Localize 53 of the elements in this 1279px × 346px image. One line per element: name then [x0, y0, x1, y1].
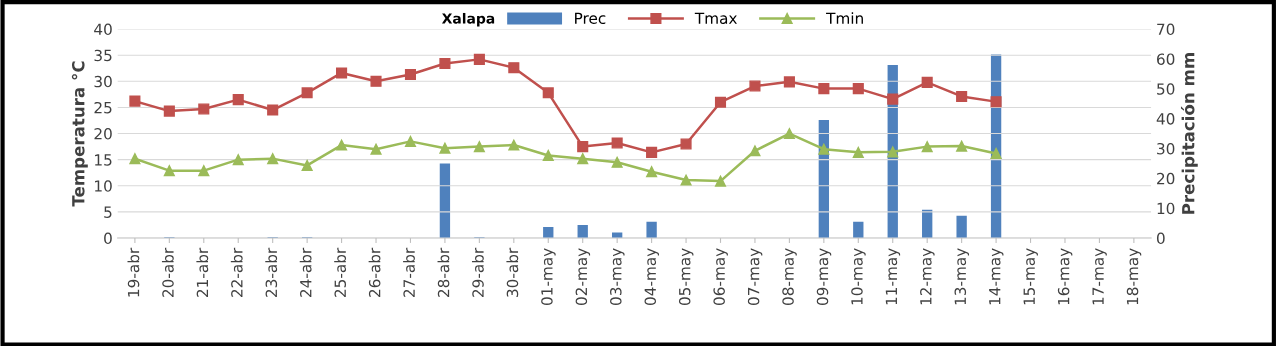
x-tick-label: 20-abr — [161, 247, 174, 297]
x-tick-label: 03-may — [610, 248, 625, 305]
x-tick-label: 28-abr — [437, 247, 450, 297]
y-tick-label: 0 — [104, 232, 112, 245]
x-tick-label: 13-may — [954, 248, 970, 305]
x-tick-label: 08-may — [782, 248, 797, 305]
legend-label: Prec — [575, 12, 606, 25]
y2-axis-title: Precipitación mm — [1180, 53, 1198, 214]
x-tick-label: 12-may — [920, 248, 935, 305]
x-tick-label: 11-may — [885, 248, 901, 305]
x-tick-label: 15-may — [1023, 248, 1038, 305]
x-tick-label: 09-may — [816, 248, 832, 305]
y-axis-title: Temperatura °C — [71, 61, 88, 207]
y2-tick-label: 30 — [1157, 142, 1175, 155]
x-tick-label: 01-may — [541, 248, 556, 305]
x-tick-label: 07-may — [747, 248, 763, 305]
y2-tick-label: 60 — [1157, 53, 1175, 65]
x-tick-label: 24-abr — [299, 247, 312, 297]
y-tick-label: 20 — [94, 128, 112, 140]
y2-tick-label: 70 — [1157, 23, 1175, 36]
x-tick-label: 30-abr — [506, 247, 519, 297]
x-tick-label: 14-may — [989, 248, 1004, 305]
x-tick-label: 22-abr — [230, 247, 243, 297]
legend-label: Tmin — [826, 12, 863, 24]
x-tick-label: 18-may — [1126, 248, 1142, 305]
x-tick-label: 02-may — [575, 248, 591, 305]
y-tick-label: 5 — [104, 206, 112, 218]
x-tick-label: 10-may — [851, 248, 866, 305]
y-tick-label: 15 — [95, 154, 112, 166]
x-tick-label: 29-abr — [471, 247, 484, 297]
y-tick-label: 30 — [94, 75, 112, 88]
y2-tick-label: 40 — [1156, 113, 1175, 125]
x-tick-label: 25-abr — [334, 247, 347, 297]
y-tick-label: 35 — [94, 49, 112, 62]
x-tick-label: 21-abr — [196, 247, 209, 297]
x-tick-label: 19-abr — [127, 247, 140, 297]
x-tick-label: 23-abr — [265, 247, 278, 297]
x-tick-label: 26-abr — [368, 247, 381, 297]
x-tick-label: 05-may — [678, 248, 694, 305]
x-tick-label: 06-may — [713, 248, 728, 305]
y2-tick-label: 10 — [1157, 202, 1175, 215]
y-tick-label: 25 — [94, 101, 112, 114]
y-tick-label: 40 — [94, 23, 112, 36]
y2-tick-label: 0 — [1156, 232, 1165, 245]
y-tick-label: 10 — [95, 180, 112, 192]
x-tick-label: 27-abr — [403, 247, 415, 297]
legend-label: Tmax — [694, 12, 737, 25]
y2-tick-label: 20 — [1157, 172, 1175, 185]
legend-title: Xalapa — [441, 12, 495, 27]
y2-tick-label: 50 — [1157, 83, 1175, 95]
x-tick-label: 04-may — [644, 248, 659, 305]
x-tick-label: 17-may — [1092, 248, 1107, 305]
x-tick-label: 16-may — [1057, 248, 1073, 305]
